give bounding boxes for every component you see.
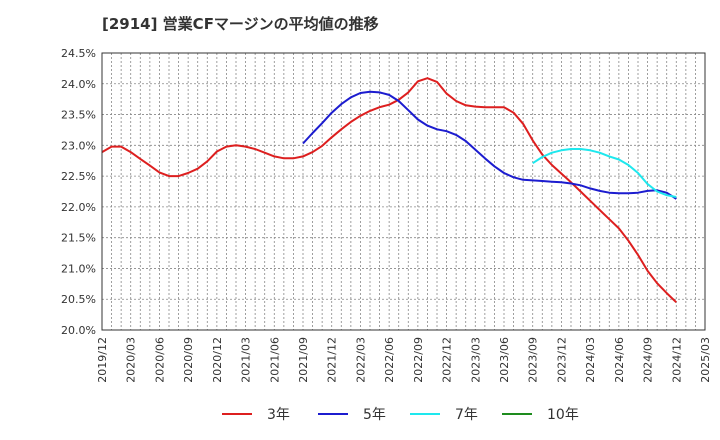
series-line: [532, 148, 677, 198]
x-tick-label: 2024/09: [642, 337, 655, 383]
y-tick-label: 21.5%: [61, 232, 96, 245]
y-tick-label: 22.5%: [61, 170, 96, 183]
y-tick-label: 24.5%: [61, 47, 96, 60]
legend: 3年 5年 7年 10年: [222, 407, 579, 423]
series-line: [302, 90, 677, 200]
x-tick-label: 2024/03: [584, 337, 597, 383]
x-tick-label: 2022/03: [354, 337, 367, 383]
x-tick-label: 2023/03: [469, 337, 482, 383]
x-tick-label: 2024/12: [670, 337, 683, 383]
legend-label: 7年: [455, 407, 478, 423]
y-tick-label: 20.5%: [61, 293, 96, 306]
y-tick-label: 22.0%: [61, 201, 96, 214]
x-tick-label: 2025/03: [699, 337, 712, 383]
y-axis: 20.0% 20.5% 21.0% 21.5% 22.0% 22.5% 23.0% 23.5%…: [61, 47, 96, 337]
chart-title: [2914] 営業CFマージンの平均値の推移: [102, 15, 379, 33]
x-tick-label: 2023/06: [498, 337, 511, 383]
legend-label: 3年: [267, 407, 290, 423]
x-axis: 2019/12 2020/03 2020/06 2020/09 2020/12 2021/…: [96, 337, 712, 383]
x-tick-label: 2020/03: [125, 337, 138, 383]
x-tick-label: 2020/06: [153, 337, 166, 383]
x-tick-label: 2023/12: [555, 337, 568, 383]
legend-label: 5年: [363, 407, 386, 423]
x-tick-label: 2022/06: [383, 337, 396, 383]
series-lines: [101, 77, 677, 304]
x-tick-label: 2024/06: [613, 337, 626, 383]
y-tick-label: 20.0%: [61, 324, 96, 337]
legend-label: 10年: [547, 407, 579, 423]
y-tick-label: 24.0%: [61, 78, 96, 91]
x-tick-label: 2021/09: [297, 337, 310, 383]
x-tick-label: 2019/12: [96, 337, 109, 383]
y-tick-label: 23.0%: [61, 139, 96, 152]
x-tick-label: 2021/03: [240, 337, 253, 383]
y-tick-label: 21.0%: [61, 262, 96, 275]
x-tick-label: 2022/12: [441, 337, 454, 383]
x-tick-label: 2020/12: [211, 337, 224, 383]
x-tick-label: 2022/09: [412, 337, 425, 383]
x-tick-label: 2020/09: [182, 337, 195, 383]
x-tick-label: 2021/12: [326, 337, 339, 383]
y-tick-label: 23.5%: [61, 109, 96, 122]
series-line: [101, 77, 677, 304]
x-tick-label: 2021/06: [268, 337, 281, 383]
x-tick-label: 2023/09: [527, 337, 540, 383]
plot-frame: [101, 52, 706, 331]
grid: [102, 53, 705, 330]
